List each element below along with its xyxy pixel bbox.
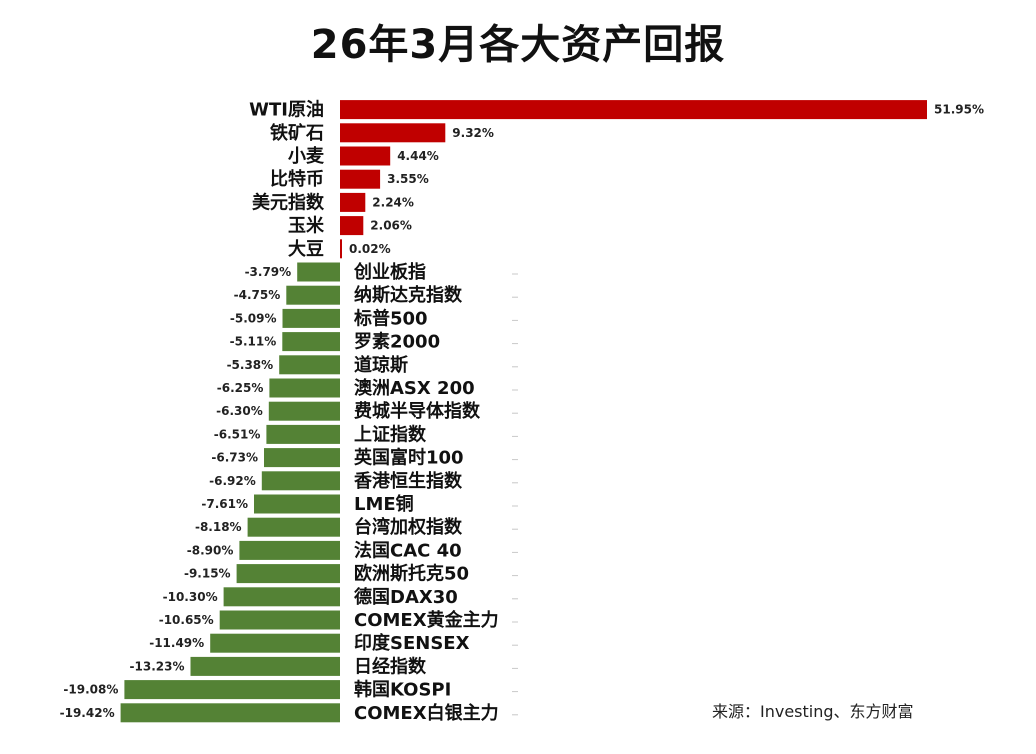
category-label-22: COMEX黄金主力: [354, 609, 499, 631]
bar-8: [286, 285, 340, 305]
source-note: 来源：Investing、东方财富: [712, 702, 914, 721]
category-label-24: 日经指数: [354, 655, 427, 677]
data-label-25: -19.08%: [63, 683, 118, 697]
category-label-15: 英国富时100: [353, 447, 464, 469]
data-label-23: -11.49%: [149, 636, 204, 650]
category-label-2: 小麦: [288, 145, 325, 167]
bar-23: [210, 633, 340, 653]
category-label-20: 欧洲斯托克50: [354, 563, 469, 585]
bar-13: [268, 401, 340, 421]
data-label-20: -9.15%: [184, 567, 231, 581]
category-label-13: 费城半导体指数: [354, 400, 481, 422]
data-label-1: 9.32%: [452, 126, 494, 140]
data-label-12: -6.25%: [217, 381, 264, 395]
bar-2: [340, 146, 391, 166]
bar-9: [282, 308, 340, 328]
data-label-9: -5.09%: [230, 311, 277, 325]
category-label-4: 美元指数: [252, 191, 325, 213]
category-label-3: 比特币: [270, 168, 324, 190]
data-label-21: -10.30%: [163, 590, 218, 604]
bar-11: [279, 355, 340, 375]
category-label-8: 纳斯达克指数: [354, 284, 463, 306]
data-label-5: 2.06%: [370, 219, 412, 233]
category-label-0: WTI原油: [249, 99, 324, 121]
data-label-26: -19.42%: [60, 706, 115, 720]
bar-1: [340, 123, 446, 143]
data-label-7: -3.79%: [245, 265, 292, 279]
bar-20: [236, 564, 340, 584]
category-label-26: COMEX白银主力: [354, 702, 499, 724]
category-label-16: 香港恒生指数: [353, 470, 463, 492]
category-label-19: 法国CAC 40: [354, 539, 462, 561]
category-label-17: LME铜: [354, 493, 414, 515]
data-label-11: -5.38%: [227, 358, 274, 372]
data-label-22: -10.65%: [159, 613, 214, 627]
bar-18: [247, 517, 340, 537]
data-label-18: -8.18%: [195, 520, 242, 534]
category-label-12: 澳洲ASX 200: [354, 377, 475, 399]
bar-15: [264, 448, 340, 468]
bar-25: [124, 680, 341, 700]
category-label-21: 德国DAX30: [354, 586, 458, 608]
bar-17: [254, 494, 340, 514]
data-label-2: 4.44%: [397, 149, 439, 163]
data-label-15: -6.73%: [211, 451, 258, 465]
data-label-3: 3.55%: [387, 172, 429, 186]
bar-12: [269, 378, 340, 398]
bar-0: [340, 100, 927, 120]
data-label-14: -6.51%: [214, 427, 261, 441]
data-label-8: -4.75%: [234, 288, 281, 302]
data-label-0: 51.95%: [934, 103, 984, 117]
data-label-10: -5.11%: [230, 335, 277, 349]
data-label-13: -6.30%: [216, 404, 263, 418]
bar-14: [266, 424, 340, 444]
data-label-19: -8.90%: [187, 543, 234, 557]
category-label-25: 韩国KOSPI: [354, 679, 451, 701]
data-label-24: -13.23%: [130, 659, 185, 673]
category-label-23: 印度SENSEX: [354, 632, 470, 654]
bar-5: [340, 216, 364, 236]
category-label-9: 标普500: [353, 307, 428, 329]
bar-21: [223, 587, 340, 607]
bar-26: [120, 703, 340, 723]
category-label-10: 罗素2000: [354, 332, 440, 353]
category-label-14: 上证指数: [354, 423, 427, 445]
bar-4: [340, 192, 366, 212]
bar-6: [340, 239, 342, 259]
bar-22: [219, 610, 340, 630]
category-label-5: 玉米: [288, 215, 325, 237]
bar-10: [282, 332, 340, 352]
category-label-18: 台湾加权指数: [354, 516, 463, 538]
category-label-11: 道琼斯: [354, 354, 408, 376]
data-label-6: 0.02%: [349, 242, 391, 256]
category-label-6: 大豆: [288, 238, 324, 260]
bar-24: [190, 656, 340, 676]
category-label-1: 铁矿石: [270, 122, 324, 144]
data-label-16: -6.92%: [209, 474, 256, 488]
bar-3: [340, 169, 381, 189]
bar-19: [239, 540, 340, 560]
data-label-17: -7.61%: [201, 497, 248, 511]
bar-16: [261, 471, 340, 491]
bar-7: [297, 262, 340, 282]
category-label-7: 创业板指: [353, 261, 426, 283]
chart-title: 26年3月各大资产回报: [310, 22, 726, 68]
data-label-4: 2.24%: [372, 195, 414, 209]
